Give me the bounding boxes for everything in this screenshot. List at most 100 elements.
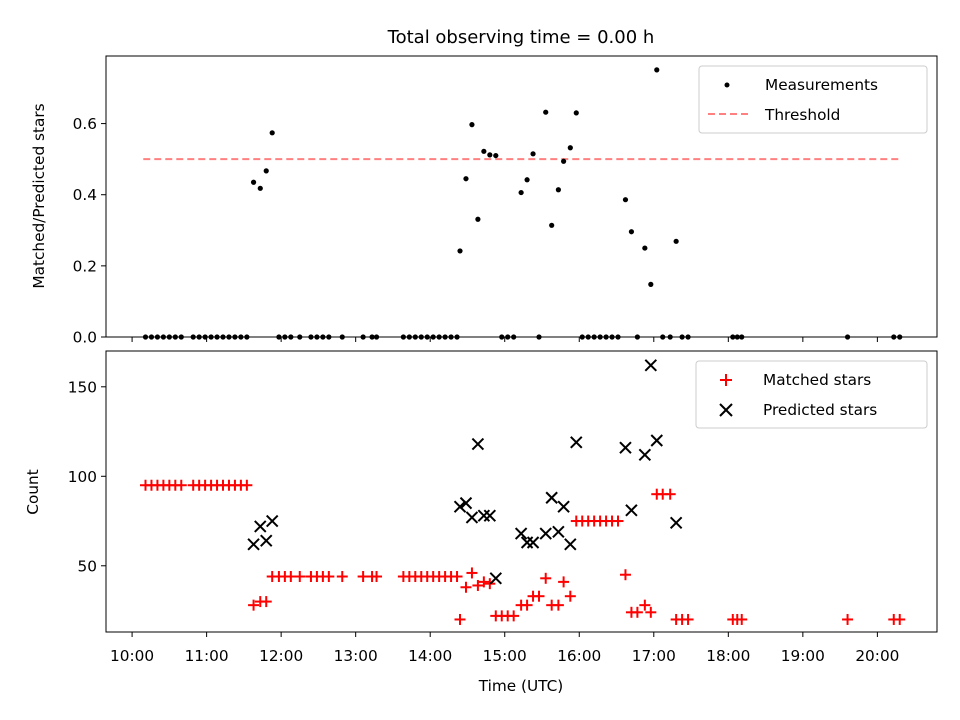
matched-point	[558, 576, 570, 588]
predicted-point	[557, 500, 570, 513]
predicted-point	[552, 525, 565, 538]
matched-point	[248, 599, 260, 611]
measurement-point	[628, 229, 635, 235]
x-tick-label: 10:00	[110, 647, 154, 665]
x-tick-label: 11:00	[185, 647, 229, 665]
matched-point	[484, 578, 496, 590]
predicted-point	[625, 504, 638, 517]
top-y-tick-label: 0.0	[73, 329, 97, 347]
matched-point	[478, 576, 490, 588]
measurement-point	[463, 176, 469, 182]
legend-measurements-marker	[724, 82, 730, 88]
measurement-point	[524, 177, 530, 183]
matched-point	[645, 606, 657, 618]
bottom-legend: Matched stars Predicted stars	[695, 360, 928, 429]
measurement-point	[269, 130, 275, 136]
matched-point	[175, 479, 187, 491]
bottom-plot-frame	[105, 350, 938, 633]
matched-point	[466, 567, 478, 579]
legend-predicted-label: Predicted stars	[763, 401, 877, 419]
top-y-tick-label: 0.4	[73, 186, 97, 204]
matched-point	[682, 613, 694, 625]
matched-point	[619, 569, 631, 581]
measurement-point	[549, 222, 555, 228]
x-tick-label: 17:00	[632, 647, 676, 665]
top-y-tick-label: 0.2	[73, 257, 97, 275]
x-tick-label: 12:00	[259, 647, 303, 665]
matched-point	[460, 581, 472, 593]
measurement-point	[573, 110, 579, 116]
matched-point	[736, 613, 748, 625]
matched-point	[842, 613, 854, 625]
top-y-ticks: 0.0 0.2 0.4 0.6	[73, 115, 106, 347]
predicted-point	[570, 436, 583, 449]
predicted-point	[247, 538, 260, 551]
measurement-point	[567, 145, 573, 151]
top-legend-box	[698, 65, 928, 134]
x-tick-label: 14:00	[408, 647, 452, 665]
predicted-point	[644, 359, 658, 372]
x-tick-label: 15:00	[483, 647, 527, 665]
measurement-point	[457, 248, 463, 254]
predicted-point	[638, 448, 652, 462]
top-y-tick-label: 0.6	[73, 115, 97, 133]
predicted-point	[265, 514, 279, 528]
matched-point	[454, 613, 466, 625]
measurement-point	[257, 185, 263, 191]
matched-point	[521, 599, 533, 611]
matched-point	[552, 599, 564, 611]
measurement-point	[561, 158, 567, 164]
bottom-y-tick-label: 150	[68, 378, 97, 396]
predicted-point	[526, 536, 540, 549]
predicted-point	[254, 520, 267, 533]
x-tick-label: 20:00	[855, 647, 899, 665]
top-chart-title: Total observing time = 0.00 h	[387, 27, 655, 48]
predicted-point	[453, 500, 467, 513]
bottom-y-tick-label: 100	[68, 468, 97, 486]
bottom-y-tick-label: 50	[78, 557, 97, 575]
predicted-point	[489, 572, 502, 585]
matched-point	[564, 590, 576, 602]
matched-point	[664, 488, 676, 500]
top-y-axis-label: Matched/Predicted stars	[30, 103, 48, 288]
x-tick-label: 13:00	[334, 647, 378, 665]
matched-point	[472, 579, 484, 591]
bottom-y-axis-label: Count	[24, 469, 42, 514]
legend-predicted-marker	[719, 403, 733, 417]
top-legend: Measurements Threshold	[698, 65, 928, 134]
bottom-plot-area	[140, 359, 906, 625]
measurement-point	[493, 152, 499, 159]
x-tick-label: 18:00	[706, 647, 750, 665]
bottom-x-axis-label: Time (UTC)	[478, 677, 564, 695]
measurement-point	[555, 187, 561, 193]
measurement-point	[250, 179, 257, 185]
matched-point	[533, 590, 545, 602]
legend-matched-label: Matched stars	[763, 371, 871, 389]
predicted-point	[539, 527, 552, 540]
measurement-point	[648, 281, 654, 287]
matched-point	[631, 606, 643, 618]
matched-point	[260, 596, 272, 608]
predicted-point	[619, 441, 632, 454]
measurement-point	[518, 189, 524, 196]
predicted-point	[483, 509, 497, 522]
matched-point	[241, 479, 253, 491]
measurement-point	[530, 151, 536, 157]
top-plot-frame	[105, 55, 938, 338]
predicted-point	[669, 516, 683, 530]
matched-point	[540, 572, 552, 584]
x-tick-label: 16:00	[557, 647, 601, 665]
predicted-point	[260, 534, 273, 547]
top-x-tick-marks	[131, 337, 878, 342]
bottom-y-ticks: 50 100 150	[68, 378, 106, 575]
measurement-point	[469, 122, 475, 128]
matched-point	[336, 571, 348, 583]
predicted-point	[545, 491, 558, 504]
measurement-point	[543, 109, 549, 115]
matched-point	[451, 571, 463, 583]
matched-point	[612, 515, 624, 527]
matched-point	[323, 571, 335, 583]
measurement-point	[622, 197, 629, 203]
matched-point	[508, 610, 520, 622]
